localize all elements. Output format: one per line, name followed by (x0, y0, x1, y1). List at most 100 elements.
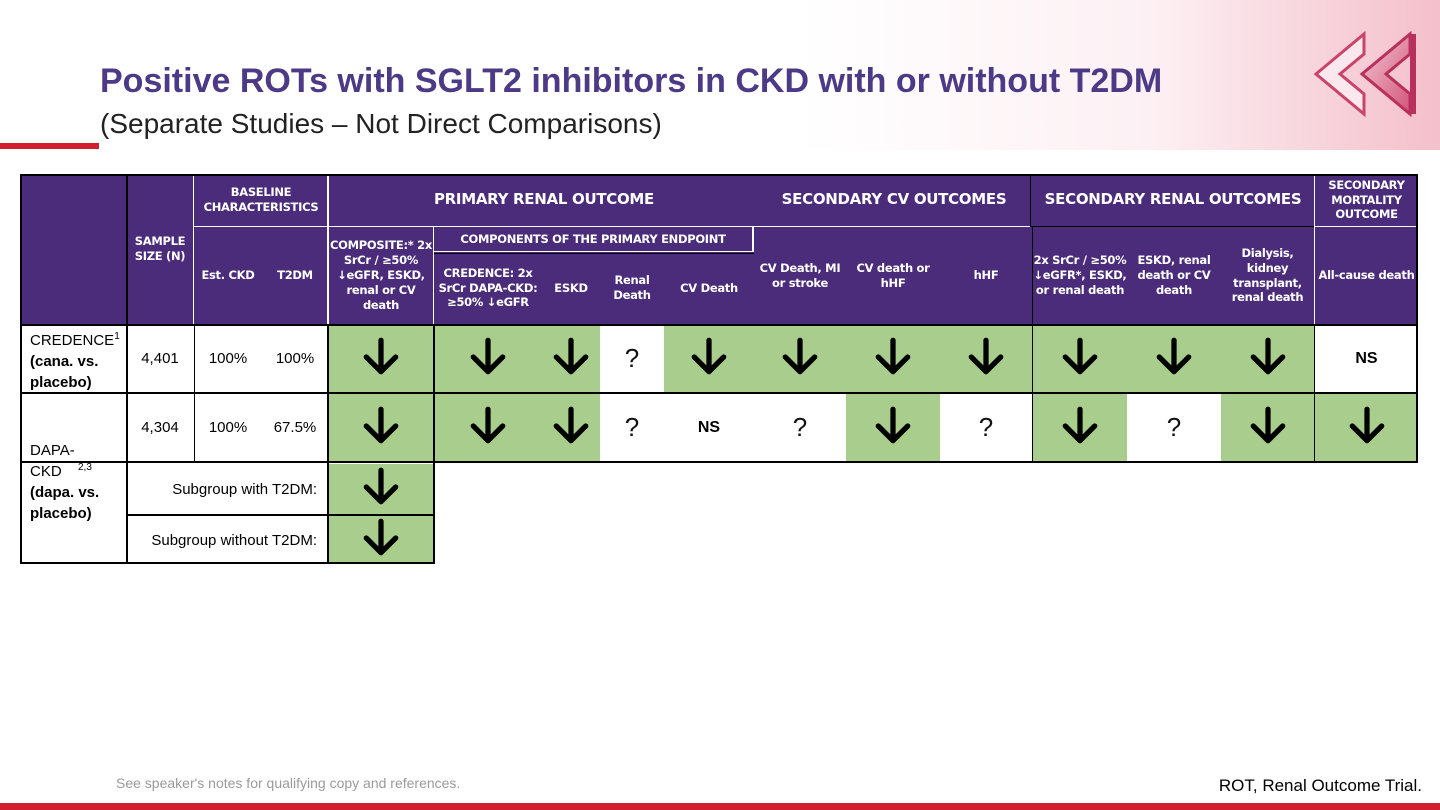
table-border (1314, 324, 1315, 463)
brand-logo-icon (1313, 30, 1416, 118)
table-border (20, 324, 1418, 326)
header-divider (1030, 174, 1031, 226)
result-cell: ? (1127, 394, 1221, 461)
table-border (20, 174, 1418, 176)
footer-abbreviation: ROT, Renal Outcome Trial. (1218, 776, 1422, 795)
header-divider (1030, 226, 1314, 227)
cell-t2dm: 67.5% (273, 419, 317, 436)
down-arrow-icon (872, 336, 914, 382)
result-cell (1033, 394, 1127, 461)
subgroup-label: Subgroup without T2DM: (151, 531, 317, 549)
down-arrow-icon (1059, 405, 1101, 451)
header-primary-renal: PRIMARY RENAL OUTCOME (330, 174, 758, 226)
down-arrow-icon (467, 405, 509, 451)
header-corner (20, 174, 126, 324)
cell-ckd: 100% (208, 350, 248, 367)
result-cell (1315, 394, 1418, 461)
header-cv-mi-stroke: CV Death, MI or stroke (754, 227, 846, 324)
table-border (20, 461, 1418, 463)
result-cell (434, 325, 542, 392)
result-cell (846, 394, 940, 461)
header-est-ckd: Est. CKD (194, 227, 262, 324)
result-cell: NS (664, 394, 754, 461)
table-border (20, 174, 22, 564)
result-cell (329, 394, 433, 461)
header-composite: COMPOSITE:* 2x SrCr / ≥50% ↓eGFR, ESKD, … (329, 227, 433, 324)
down-arrow-icon (688, 336, 730, 382)
header-sr-eskd: ESKD, renal death or CV death (1127, 227, 1221, 324)
header-sr-composite: 2x SrCr / ≥50% ↓eGFR*, ESKD, or renal de… (1033, 227, 1127, 324)
subgroup-result-cell (329, 464, 433, 514)
down-arrow-icon (360, 405, 402, 451)
subgroup-result-cell (329, 516, 433, 564)
header-secondary-renal: SECONDARY RENAL OUTCOMES (1032, 174, 1314, 226)
header-comp-renal-death: Renal Death (600, 252, 664, 324)
subgroup-label: Subgroup with T2DM: (172, 480, 317, 498)
header-divider (327, 174, 328, 324)
table-border (127, 514, 435, 516)
header-all-cause: All-cause death (1315, 227, 1418, 324)
study-ref: 1 (114, 331, 120, 342)
header-t2dm: T2DM (262, 227, 328, 324)
down-arrow-icon (965, 336, 1007, 382)
cell-t2dm: 100% (275, 350, 315, 367)
table-border (20, 392, 1418, 394)
slide-subtitle: (Separate Studies – Not Direct Compariso… (100, 108, 662, 139)
down-arrow-icon (872, 405, 914, 451)
result-cell (754, 325, 846, 392)
accent-bar (0, 143, 99, 149)
down-arrow-icon (360, 336, 402, 382)
down-arrow-icon (360, 517, 402, 563)
header-baseline: BASELINE CHARACTERISTICS (194, 174, 328, 226)
down-arrow-icon (1346, 405, 1388, 451)
row-label-credence: CREDENCE1 (cana. vs. placebo) (30, 330, 120, 393)
study-comparison: (cana. vs. placebo) (30, 353, 99, 391)
result-cell (329, 325, 433, 392)
table-border (1416, 174, 1418, 463)
result-cell: ? (754, 394, 846, 461)
header-cv-hhf: CV death or hHF (846, 227, 940, 324)
result-cell (1221, 394, 1314, 461)
slide-title: Positive ROTs with SGLT2 inhibitors in C… (100, 62, 1163, 100)
study-name: DAPA-CKD (30, 442, 75, 480)
header-sample-size: SAMPLE SIZE (N) (127, 174, 193, 324)
result-cell (542, 394, 600, 461)
down-arrow-icon (1153, 336, 1195, 382)
down-arrow-icon (779, 336, 821, 382)
result-cell (940, 325, 1032, 392)
table-border (433, 324, 435, 564)
down-arrow-icon (550, 336, 592, 382)
down-arrow-icon (467, 336, 509, 382)
header-secondary-mortality: SECONDARY MORTALITY OUTCOME (1315, 174, 1418, 226)
cell-ckd: 100% (208, 419, 248, 436)
result-cell (664, 325, 754, 392)
row-label-dapa: DAPA-CKD 2,3 (dapa. vs. placebo) (30, 440, 120, 524)
result-cell (1127, 325, 1221, 392)
table-border (126, 174, 128, 564)
result-cell: ? (600, 325, 664, 392)
header-secondary-cv: SECONDARY CV OUTCOMES (758, 174, 1030, 226)
result-cell: ? (600, 394, 664, 461)
header-comp-srcr: CREDENCE: 2x SrCr DAPA-CKD: ≥50% ↓eGFR (434, 252, 542, 324)
result-cell (846, 325, 940, 392)
header-hhf: hHF (940, 227, 1032, 324)
header-divider (1032, 227, 1033, 324)
down-arrow-icon (360, 466, 402, 512)
study-comparison: (dapa. vs. placebo) (30, 484, 100, 522)
table-border (194, 324, 195, 463)
table-border (327, 324, 329, 564)
cell-n: 4,304 (141, 419, 179, 436)
header-divider (434, 253, 754, 254)
header-components: COMPONENTS OF THE PRIMARY ENDPOINT (434, 227, 752, 251)
result-cell (542, 325, 600, 392)
header-sr-dialysis: Dialysis, kidney transplant, renal death (1221, 227, 1314, 324)
down-arrow-icon (1247, 405, 1289, 451)
down-arrow-icon (550, 405, 592, 451)
bottom-bar (0, 803, 1440, 810)
cell-n: 4,401 (141, 350, 179, 367)
outcomes-table: SAMPLE SIZE (N) BASELINE CHARACTERISTICS… (20, 174, 1418, 564)
result-cell: NS (1315, 325, 1418, 392)
header-comp-cv-death: CV Death (664, 252, 754, 324)
result-cell: ? (940, 394, 1032, 461)
footer-note: See speaker's notes for qualifying copy … (116, 775, 461, 791)
